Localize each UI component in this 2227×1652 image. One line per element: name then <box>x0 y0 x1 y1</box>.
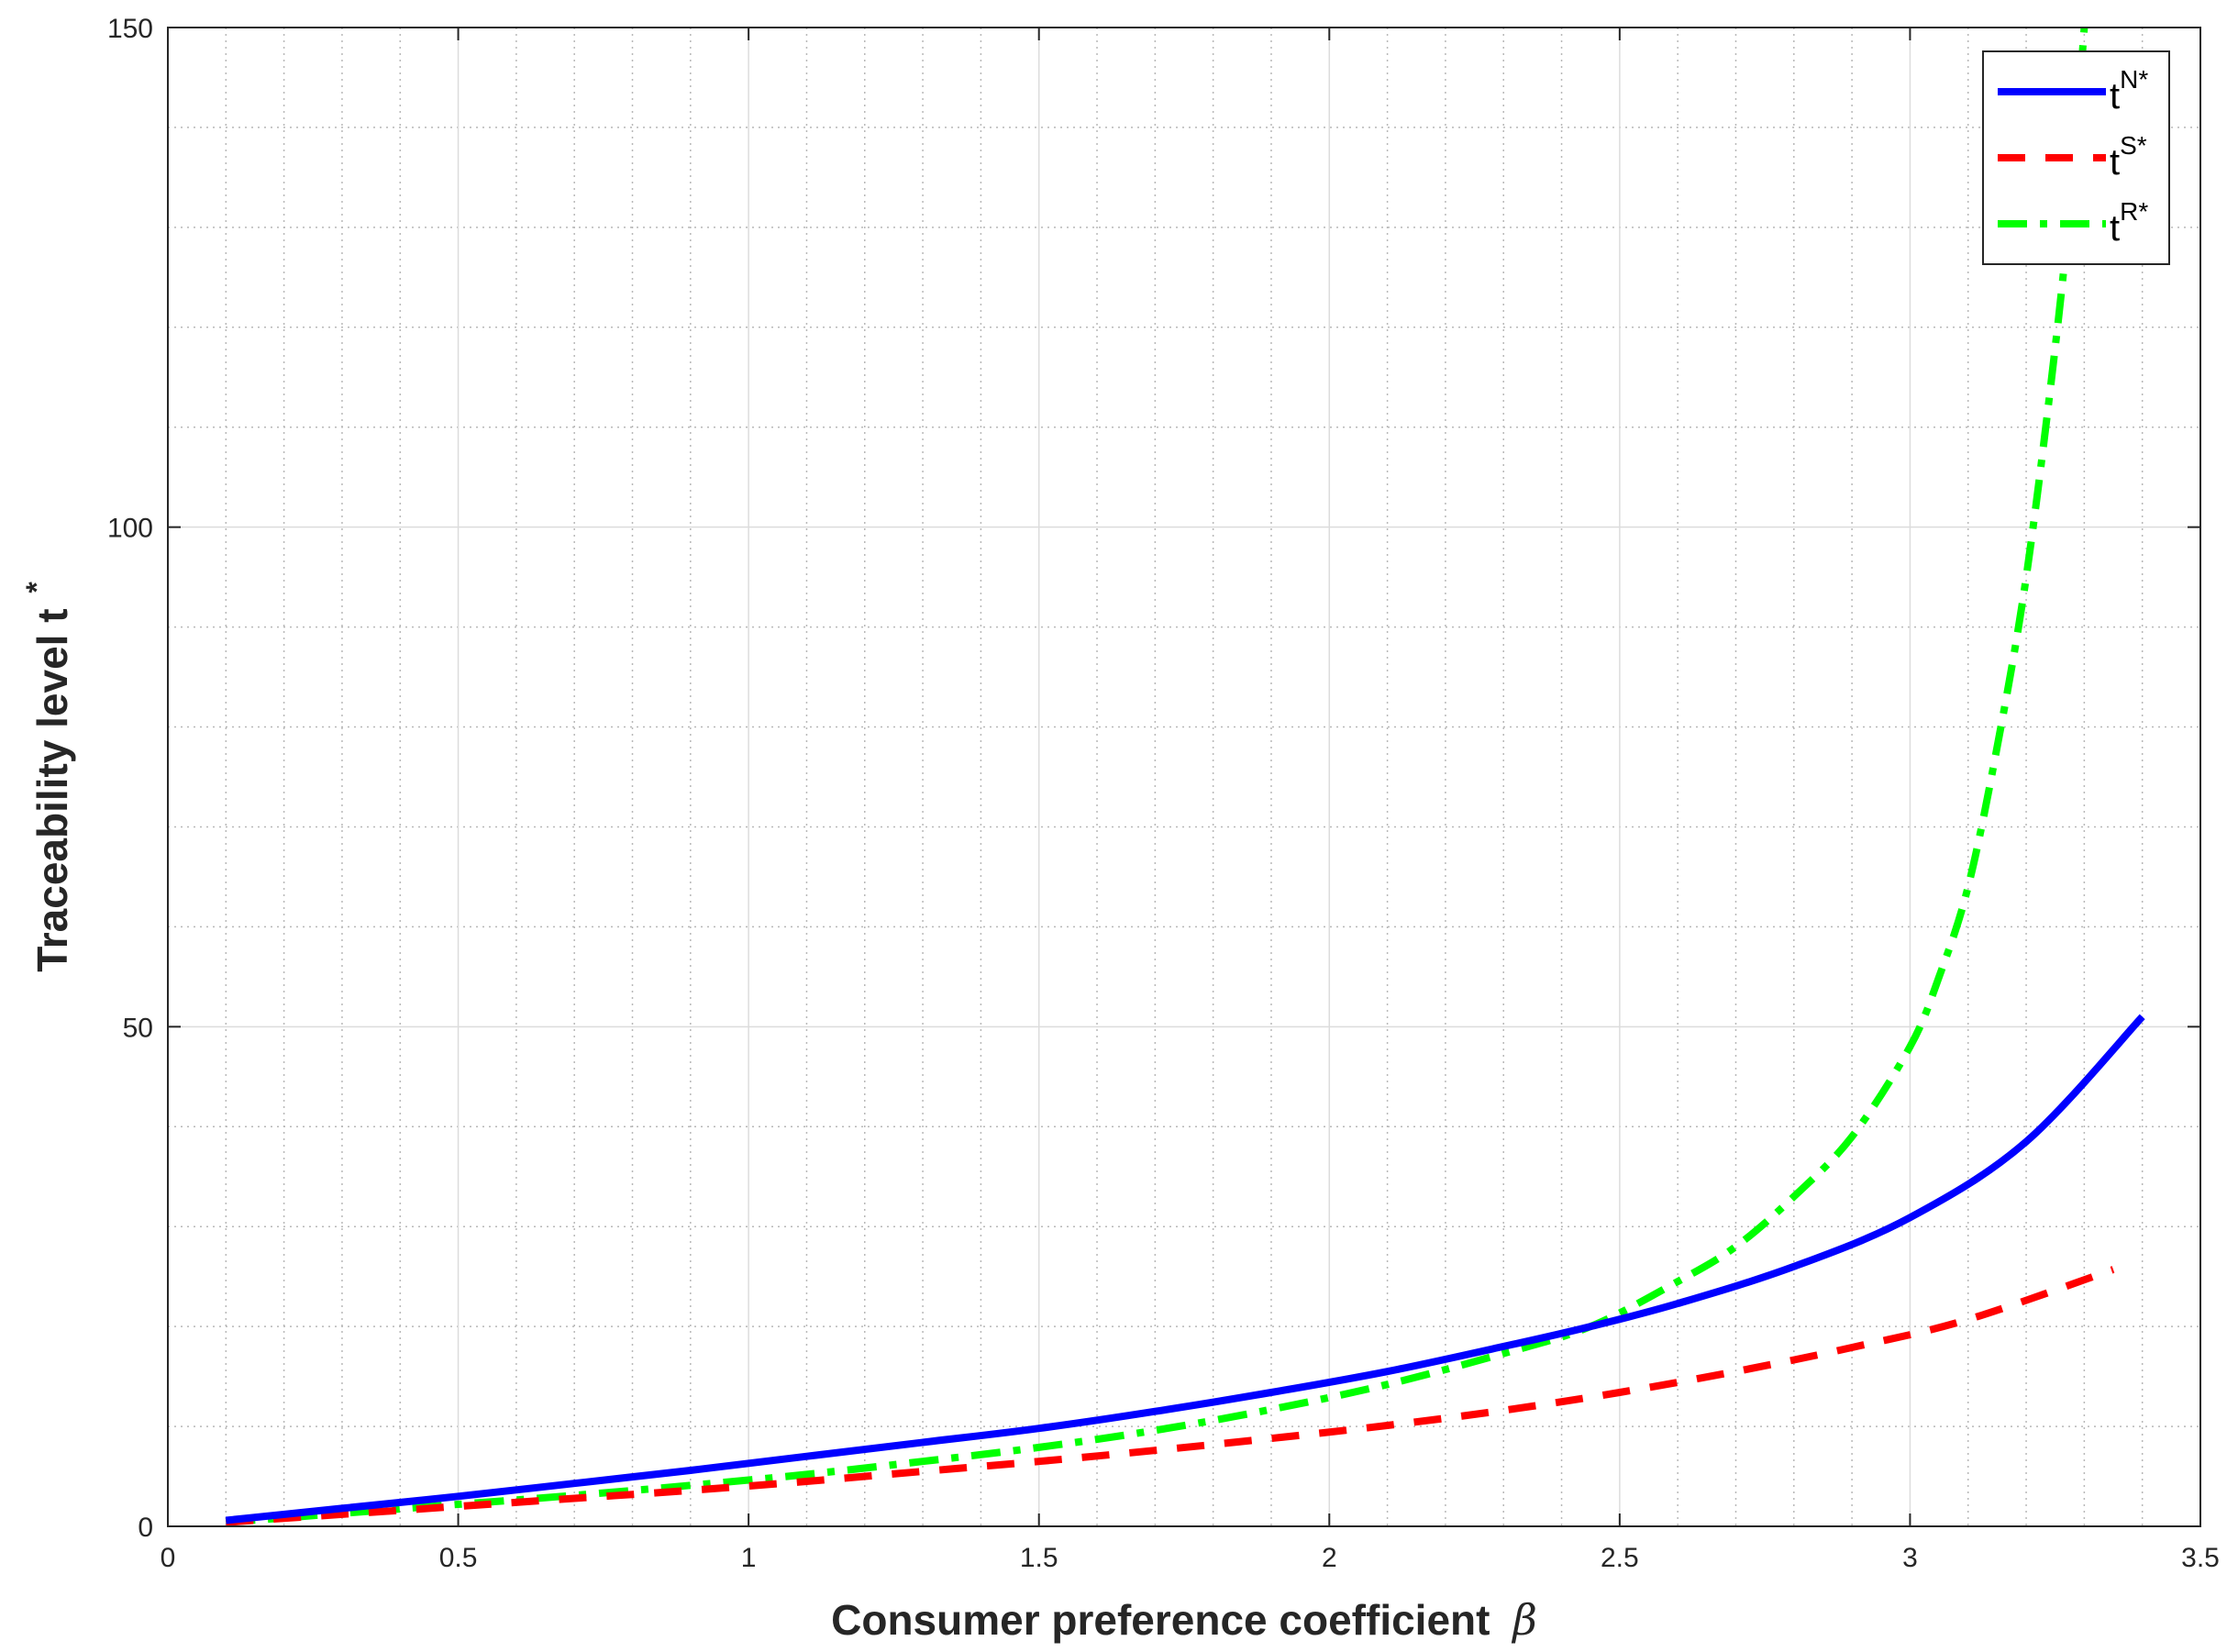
x-axis-title: Consumer preference coefficient β <box>831 1595 1537 1645</box>
x-tick-label: 0.5 <box>439 1543 478 1573</box>
minor-grid <box>168 28 2200 1526</box>
x-axis-title-symbol: β <box>1511 1595 1537 1645</box>
y-axis-ticks: 0 50 100 150 <box>107 14 2200 1543</box>
x-tick-label: 2 <box>1322 1543 1337 1573</box>
x-tick-label: 2.5 <box>1601 1543 1639 1573</box>
legend-label: tR* <box>2110 197 2148 249</box>
legend: tN* tS* tR* <box>1982 50 2170 265</box>
y-tick-label: 150 <box>107 14 153 44</box>
series-layer <box>225 27 2145 1526</box>
legend-label: tN* <box>2110 65 2148 116</box>
y-axis-title: Traceability level t * <box>20 582 76 972</box>
x-tick-label: 1.5 <box>1020 1543 1058 1573</box>
x-tick-label: 0 <box>161 1543 176 1573</box>
y-axis-title-sup: * <box>20 582 53 593</box>
x-axis-title-text: Consumer preference coefficient <box>831 1596 1490 1644</box>
x-tick-label: 3.5 <box>2181 1543 2220 1573</box>
y-axis-title-text: Traceability level t <box>28 608 76 971</box>
y-tick-label: 50 <box>123 1013 153 1043</box>
series-line-n <box>225 1014 2145 1524</box>
y-tick-label: 0 <box>138 1513 153 1543</box>
y-tick-label: 100 <box>107 514 153 544</box>
plot-frame <box>167 27 2201 1527</box>
plot-background <box>168 28 2200 1526</box>
series-line-s <box>226 1266 2115 1526</box>
x-tick-label: 3 <box>1902 1543 1918 1573</box>
legend-label: tS* <box>2110 131 2147 183</box>
x-axis-ticks: 0 0.5 1 1.5 2 2.5 3 3.5 <box>161 28 2220 1573</box>
x-tick-label: 1 <box>741 1543 757 1573</box>
